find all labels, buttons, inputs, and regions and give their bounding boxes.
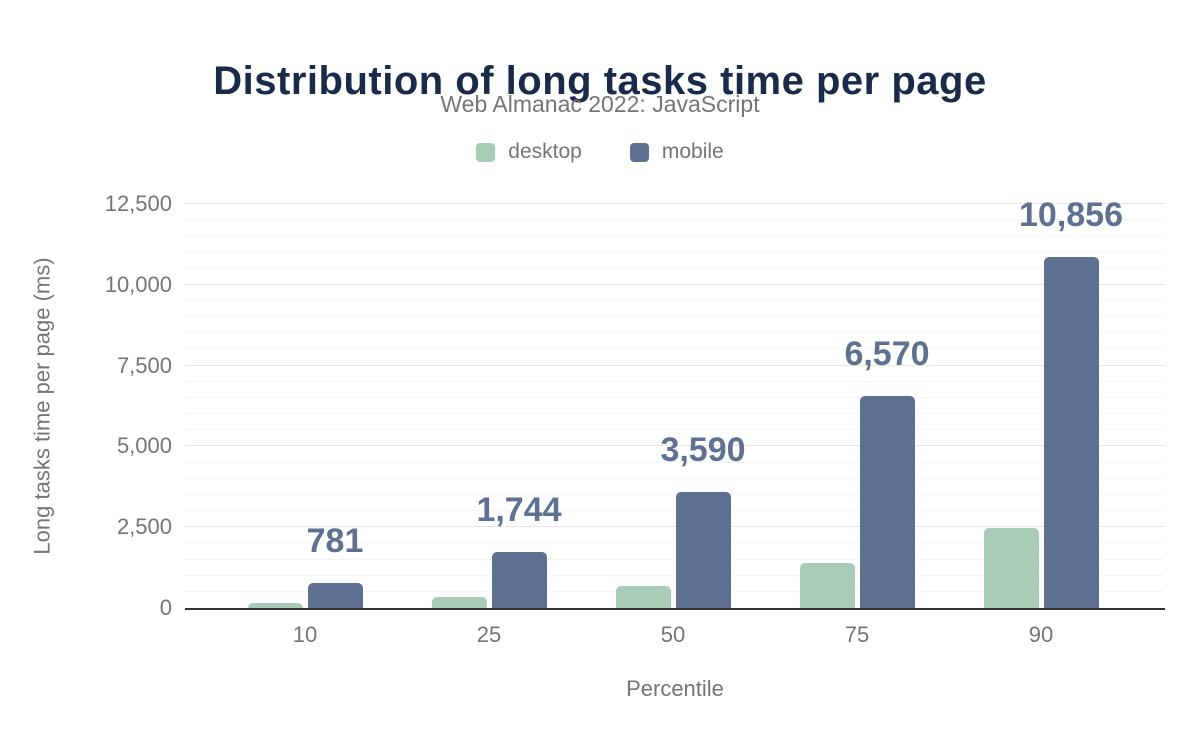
desktop-bar: [983, 527, 1039, 608]
desktop-bar: [615, 586, 671, 608]
legend-label-desktop: desktop: [508, 140, 582, 163]
mobile-bar: 3,590: [660, 431, 746, 608]
plot-area: 781 1,744 3,590 6,570 10,856: [185, 196, 1165, 610]
legend-item-desktop: desktop: [476, 140, 582, 164]
gridline: [185, 477, 1165, 479]
gridline: [185, 348, 1165, 350]
gridline: [185, 219, 1165, 221]
mobile-bar: 6,570: [844, 335, 930, 608]
mobile-bar: 10,856: [1019, 196, 1123, 608]
bar-value-label: 1,744: [476, 490, 562, 529]
gridline: [185, 332, 1165, 334]
chart-title: Distribution of long tasks time per page: [213, 58, 987, 103]
mobile-bar: 781: [307, 522, 363, 608]
desktop-bar: [431, 597, 487, 608]
gridline: [185, 396, 1165, 398]
gridline: [185, 413, 1165, 415]
gridline: [185, 558, 1165, 560]
y-axis-tick-labels: 0 2,500 5,000 7,500 10,000 12,500: [0, 191, 172, 620]
x-tick-label: 25: [476, 622, 502, 647]
bar-group-p50: 3,590: [581, 204, 765, 608]
bar-value-label: 3,590: [660, 430, 746, 469]
gridline: [185, 380, 1165, 382]
gridline: [185, 526, 1165, 528]
gridline: [185, 461, 1165, 463]
x-axis-tick-labels: 10 25 50 75 90: [185, 622, 1165, 648]
bar-group-p75: 6,570: [765, 204, 949, 608]
x-tick-label: 75: [844, 622, 870, 647]
gridline: [185, 510, 1165, 512]
legend-item-mobile: mobile: [629, 140, 724, 164]
gridline: [185, 283, 1165, 285]
gridline: [185, 203, 1165, 204]
gridline: [185, 574, 1165, 576]
desktop-bar: [247, 603, 303, 608]
y-tick-label: 5,000: [116, 433, 172, 459]
legend: desktop mobile: [0, 140, 1200, 164]
gridline: [185, 493, 1165, 495]
gridline: [185, 364, 1165, 366]
gridline: [185, 251, 1165, 253]
x-axis-title: Percentile: [626, 676, 724, 701]
x-tick-label: 90: [1028, 622, 1054, 647]
bar-value-label: 6,570: [844, 334, 930, 373]
bar-value-label: 10,856: [1019, 196, 1123, 235]
desktop-bar: [799, 563, 855, 608]
x-tick-label: 50: [660, 622, 686, 647]
bar-group-p10: 781: [213, 204, 397, 608]
gridline: [185, 299, 1165, 301]
y-tick-label: 12,500: [104, 191, 172, 216]
gridline: [185, 445, 1165, 447]
mobile-bar: 1,744: [476, 491, 562, 608]
bar-group-p90: 10,856: [949, 196, 1133, 608]
gridline: [185, 235, 1165, 237]
y-tick-label: 0: [159, 595, 172, 620]
bar-group-p25: 1,744: [397, 204, 581, 608]
gridline: [185, 429, 1165, 431]
y-tick-label: 10,000: [104, 271, 172, 297]
gridline: [185, 267, 1165, 269]
y-tick-label: 7,500: [116, 352, 172, 378]
chart-subtitle: Web Almanac 2022: JavaScript: [440, 91, 760, 117]
y-tick-label: 2,500: [116, 514, 172, 540]
desktop-swatch-icon: [476, 142, 496, 162]
legend-label-mobile: mobile: [661, 140, 724, 163]
gridline: [185, 316, 1165, 318]
gridline: [185, 590, 1165, 592]
x-tick-label: 10: [292, 622, 318, 647]
mobile-swatch-icon: [629, 142, 649, 162]
bar-value-label: 781: [306, 521, 364, 560]
gridline: [185, 542, 1165, 544]
